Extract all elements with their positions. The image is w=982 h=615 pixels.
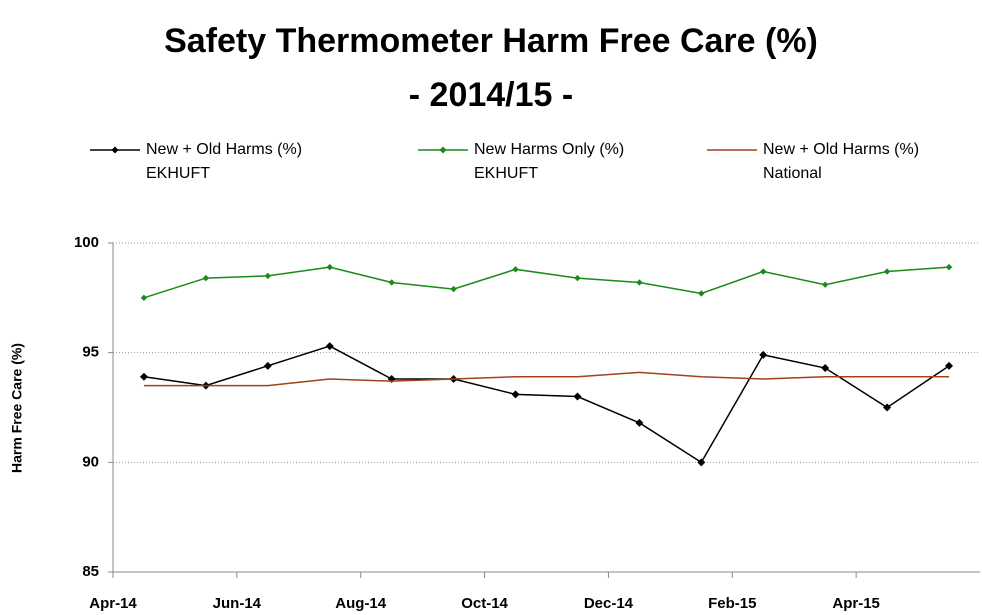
- legend-marker: [111, 146, 119, 154]
- data-point: [264, 272, 272, 280]
- x-tick-label: Apr-15: [832, 595, 880, 612]
- data-point: [326, 263, 333, 271]
- data-point: [512, 266, 519, 273]
- legend-item: New + Old Harms (%) National: [707, 138, 919, 186]
- data-point: [821, 281, 829, 288]
- y-tick-label: 85: [82, 563, 99, 580]
- data-point: [325, 342, 334, 351]
- data-point: [883, 268, 891, 275]
- legend-item: New + Old Harms (%) EKHUFT: [90, 138, 302, 186]
- data-point: [511, 390, 520, 399]
- chart-title: Safety Thermometer Harm Free Care (%): [164, 22, 818, 60]
- data-point: [760, 268, 767, 275]
- legend-item: New Harms Only (%) EKHUFT: [418, 138, 624, 186]
- data-point: [450, 285, 457, 293]
- data-point: [698, 290, 705, 297]
- legend-swatch: [707, 149, 757, 151]
- y-tick-label: 100: [74, 234, 99, 251]
- data-point: [945, 361, 954, 370]
- data-point: [636, 279, 643, 286]
- data-point: [574, 274, 581, 282]
- x-tick-label: Oct-14: [461, 595, 508, 612]
- data-point: [139, 372, 148, 381]
- data-point: [140, 294, 148, 302]
- y-tick-label: 95: [82, 344, 99, 361]
- y-axis-title: Harm Free Care (%): [9, 343, 25, 473]
- data-point: [388, 279, 395, 286]
- legend-swatch: [90, 146, 140, 154]
- series-line: [143, 371, 950, 387]
- data-point: [697, 458, 706, 467]
- legend-label: New + Old Harms (%) EKHUFT: [146, 141, 303, 182]
- legend-marker: [439, 146, 447, 154]
- x-tick-label: Aug-14: [335, 595, 386, 612]
- data-point: [635, 418, 644, 427]
- x-tick-label: Jun-14: [213, 595, 262, 612]
- legend-swatch: [418, 146, 468, 154]
- x-tick-label: Feb-15: [708, 595, 756, 612]
- data-point: [821, 364, 830, 373]
- y-tick-label: 90: [82, 453, 99, 470]
- legend-label: New Harms Only (%) EKHUFT: [474, 141, 625, 182]
- series-line: [143, 266, 950, 299]
- data-point: [573, 392, 582, 401]
- data-point: [263, 361, 272, 370]
- data-point: [202, 274, 210, 282]
- chart-subtitle: - 2014/15 -: [409, 76, 573, 114]
- data-point: [883, 403, 892, 412]
- x-tick-label: Dec-14: [584, 595, 634, 612]
- data-point: [759, 350, 768, 359]
- legend-label: New + Old Harms (%) National: [763, 141, 920, 182]
- series-line: [143, 345, 950, 464]
- x-tick-label: Apr-14: [89, 595, 137, 612]
- data-point: [945, 263, 953, 271]
